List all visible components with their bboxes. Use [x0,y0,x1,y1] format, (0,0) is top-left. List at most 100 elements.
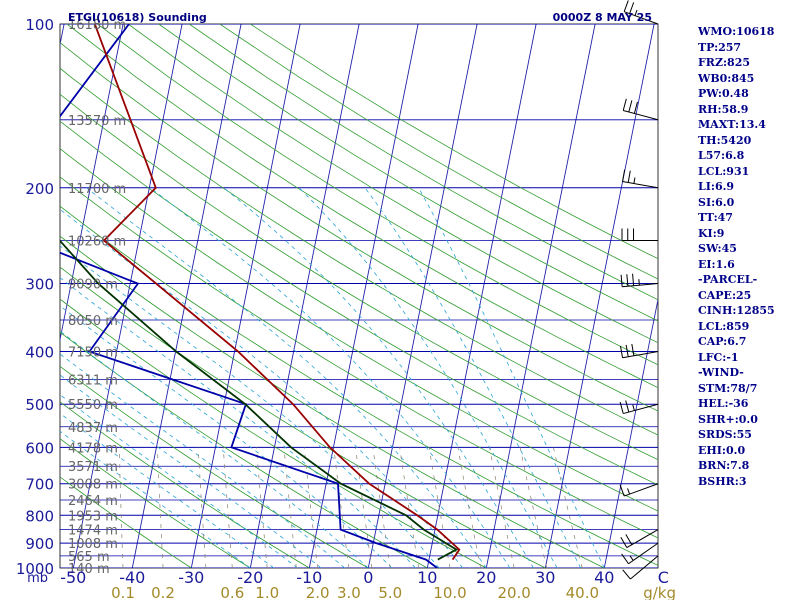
mixing-ratio-label: 3.0 [337,584,361,600]
chart-title: ETGI(10618) Sounding [68,11,207,24]
isotherm-line [603,297,658,568]
index-line: WMO:10618 [698,25,775,38]
mixing-ratio-line [222,447,233,568]
height-label: 1008 m [68,537,118,552]
mixing-ratio-line [118,447,124,568]
pressure-tick-label: 1000 [16,560,54,578]
isotherm-line [426,24,537,568]
mixing-ratio-label: 0.1 [111,584,135,600]
dry-adiabat [188,24,658,301]
mixing-ratio-label: 0.2 [151,584,175,600]
wind-barb [619,343,659,359]
dry-adiabat [60,176,658,539]
height-label: 3571 m [68,460,118,475]
dry-adiabat [60,266,546,568]
index-line: EI:1.6 [698,257,735,271]
pressure-axis: 100 200 300 400 500 600 700 800 900 1000 [16,16,54,578]
height-label: 11700 m [68,182,126,197]
temperature-tick-label: -10 [296,568,322,587]
mixing-ratio-line [256,447,268,568]
index-line: WB0:845 [698,71,755,85]
mixing-ratio-axis: 0.1 0.2 0.6 1.0 2.0 3.0 5.0 10.0 20.0 40.0 [111,584,599,600]
temperature-tick-label: C [658,568,669,587]
moist-adiabat [60,374,322,568]
mixing-ratio-line [489,447,515,568]
index-line: SRDS:55 [698,428,752,441]
height-label: 4178 m [68,441,118,456]
wind-barb [623,0,659,25]
index-line: CAPE:25 [698,288,752,302]
dry-adiabat [60,148,658,512]
moist-adiabat [150,187,511,568]
height-label: 6311 m [68,373,118,388]
dry-adiabat [60,438,251,568]
index-line: CAP:6.7 [698,335,747,348]
index-line: KI:9 [698,226,725,240]
pressure-tick-label: 700 [25,476,54,494]
temperature-tick-label: 0 [363,568,373,587]
dry-adiabat [250,24,658,260]
index-line: LFC:-1 [698,350,739,364]
mixing-ratio-line [399,447,420,568]
mixing-ratio-line [457,447,481,568]
mixing-ratio-line [197,447,207,568]
pressure-tick-label: 300 [25,276,54,294]
wind-barb [619,400,659,415]
mixing-ratio-label: 0.6 [220,584,244,600]
index-line: TT:47 [698,211,733,224]
mixing-ratio-label: 5.0 [378,584,402,600]
index-line: BSHR:3 [698,474,747,488]
wind-barb [622,169,659,189]
mixing-ratio-line [372,447,391,568]
index-line: HEL:-36 [698,397,749,410]
temperature-tick-label: 30 [535,568,555,587]
index-line: SHR+:0.0 [698,412,758,426]
height-label: 10260 m [68,234,126,249]
index-line: TP:257 [698,40,742,54]
moist-adiabat [86,187,487,568]
dry-adiabat [219,24,658,280]
index-line: L57:6.8 [698,149,745,162]
wind-barb [621,542,659,565]
temperature-tick-label: 40 [594,568,614,587]
moist-adiabat [60,330,369,568]
moist-adiabat [60,412,275,568]
index-line: PW:0.48 [698,87,749,100]
height-label: 8050 m [68,314,118,329]
index-line: CINH:12855 [698,304,775,317]
isotherm-line [485,24,596,568]
index-line: STM:78/7 [698,381,758,395]
pressure-tick-label: 600 [25,439,54,457]
wind-barb [619,483,659,497]
index-line: -PARCEL- [698,273,758,286]
mixing-ratio-line [303,447,319,568]
height-label: 2464 m [68,494,118,509]
index-line: RH:58.9 [698,102,749,116]
temperature-axis: -50 -40 -30 -20 -10 0 10 20 30 40 C [60,568,669,587]
index-line: SI:6.0 [698,195,735,209]
mixing-ratio-unit-label: g/kg [643,584,676,600]
index-line: -WIND- [698,366,744,379]
dry-adiabat [60,298,487,568]
height-label: 13570 m [68,114,126,129]
temperature-tick-label: 10 [417,568,437,587]
height-label: 1953 m [68,509,118,524]
dry-adiabat [60,401,310,568]
mixing-ratio-line [428,447,451,568]
height-label: 7150 m [68,346,118,361]
index-line: LCL:931 [698,164,750,178]
index-line: BRN:7.8 [698,459,750,472]
moist-adiabat [60,208,464,568]
dry-adiabat [60,42,658,412]
temperature-tick-label: -50 [60,568,86,587]
dry-adiabat [127,24,658,344]
pressure-unit-label: mb [27,571,48,586]
index-line: LCL:859 [698,319,750,333]
pressure-tick-label: 400 [25,344,54,362]
dry-adiabat [66,24,658,389]
temperature-tick-label: 20 [476,568,496,587]
height-labels: 16180 m 13570 m 11700 m 10260 m 9090 m 8050 m… [68,18,126,577]
background-grid [60,24,658,568]
dry-adiabat [60,476,192,568]
